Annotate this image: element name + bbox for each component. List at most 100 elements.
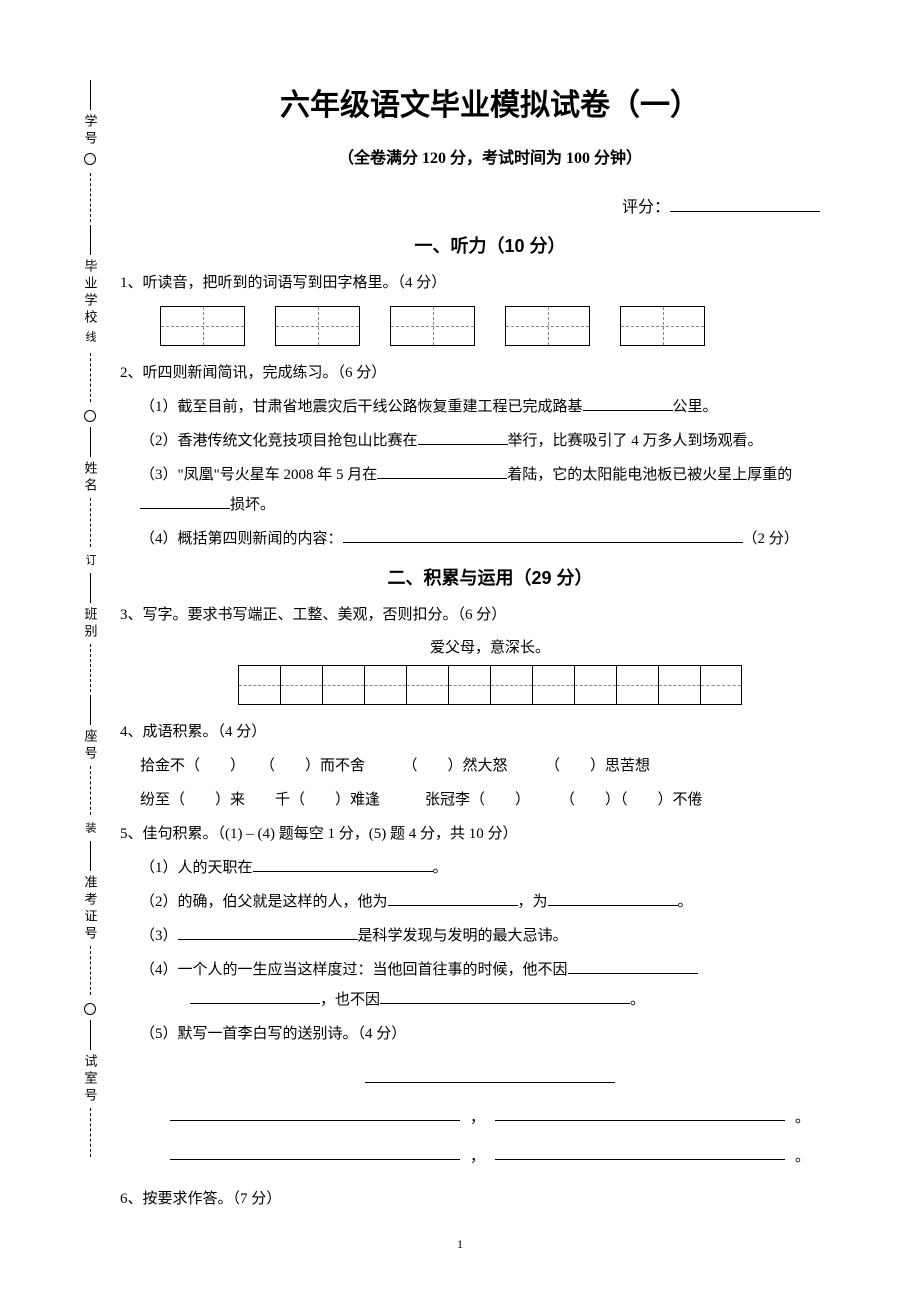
blank-input[interactable]: [583, 396, 673, 411]
q3-grid: [238, 665, 742, 705]
blank-input[interactable]: [418, 430, 508, 445]
sidebar-label-name: 姓名: [81, 461, 100, 495]
dash-line: [90, 173, 91, 222]
blank-input[interactable]: [170, 1106, 460, 1121]
grid-cell[interactable]: [658, 665, 700, 705]
q4: 4、成语积累。（4 分）: [120, 717, 860, 747]
q2-1-text-a: （1）截至目前，甘肃省地震灾后干线公路恢复重建工程已完成路基: [140, 399, 583, 415]
section2-header: 二、积累与运用（29 分）: [120, 564, 860, 590]
q2-3-text-a: （3）"凤凰"号火星车 2008 年 5 月在: [140, 467, 377, 483]
q2-4-text-b: （2 分）: [743, 531, 799, 547]
q2-2-text-b: 举行，比赛吸引了 4 万多人到场观看。: [508, 433, 763, 449]
grid-cell[interactable]: [406, 665, 448, 705]
q2-3: （3）"凤凰"号火星车 2008 年 5 月在 着陆，它的太阳能电池板已被火星上厚…: [120, 460, 860, 520]
q5-1-b: 。: [433, 860, 448, 876]
sidebar-label-student-id: 学号: [81, 114, 100, 148]
q5-2-c: 。: [678, 894, 693, 910]
sidebar-marker-zhuang: 装: [82, 822, 98, 837]
blank-input[interactable]: [178, 925, 358, 940]
q5-3: （3） 是科学发现与发明的最大忌讳。: [120, 921, 860, 951]
blank-input[interactable]: [495, 1106, 785, 1121]
circle-marker: [84, 410, 96, 422]
grid-cell[interactable]: [364, 665, 406, 705]
grid-cell[interactable]: [280, 665, 322, 705]
grid-cell[interactable]: [532, 665, 574, 705]
sidebar-blank: [90, 225, 91, 255]
q2-2: （2）香港传统文化竞技项目抢包山比赛在 举行，比赛吸引了 4 万多人到场观看。: [120, 426, 860, 456]
sidebar-label-school: 毕业学校: [81, 259, 100, 327]
q5-1-a: （1）人的天职在: [140, 860, 253, 876]
q1-grid-boxes: [160, 306, 860, 346]
blank-input[interactable]: [253, 857, 433, 872]
q2-3-text-b: 着陆，它的太阳能电池板已被火星上厚重的: [507, 467, 792, 483]
q2-4-text-a: （4）概括第四则新闻的内容：: [140, 531, 343, 547]
q5-4: （4）一个人的一生应当这样度过：当他回首往事的时候，他不因 ，也不因 。: [120, 955, 860, 1015]
q5-4-c: 。: [630, 992, 645, 1008]
q5-2-b: ，为: [518, 894, 548, 910]
grid-cell[interactable]: [238, 665, 280, 705]
sidebar-label-exam-id: 准考证号: [81, 875, 100, 943]
blank-input[interactable]: [377, 464, 507, 479]
grid-box[interactable]: [275, 306, 360, 346]
q2-2-text-a: （2）香港传统文化竞技项目抢包山比赛在: [140, 433, 418, 449]
dash-line: [90, 644, 91, 693]
q5-2-a: （2）的确，伯父就是这样的人，他为: [140, 894, 388, 910]
blank-input[interactable]: [495, 1145, 785, 1160]
blank-input[interactable]: [140, 494, 230, 509]
q5-3-a: （3）: [140, 928, 178, 944]
q5-2: （2）的确，伯父就是这样的人，他为 ，为 。: [120, 887, 860, 917]
blank-input[interactable]: [170, 1145, 460, 1160]
sidebar-blank: [90, 1020, 91, 1050]
blank-input[interactable]: [388, 891, 518, 906]
grid-cell[interactable]: [322, 665, 364, 705]
blank-input[interactable]: [568, 959, 698, 974]
score-label: 评分：: [622, 199, 670, 216]
q4-line1: 拾金不（ ） （ ）而不舍 （ ）然大怒 （ ）思苦想: [120, 751, 860, 781]
sidebar-blank: [90, 841, 91, 871]
page-number: 1: [457, 1237, 463, 1252]
score-blank[interactable]: [670, 196, 820, 212]
blank-input[interactable]: [548, 891, 678, 906]
sidebar-blank: [90, 573, 91, 603]
period: 。: [795, 1145, 810, 1166]
comma: ，: [470, 1145, 485, 1166]
sidebar-blank: [90, 695, 91, 725]
blank-input[interactable]: [380, 989, 630, 1004]
grid-cell[interactable]: [616, 665, 658, 705]
blank-input[interactable]: [343, 528, 743, 543]
q2: 2、听四则新闻简讯，完成练习。（6 分）: [120, 358, 860, 388]
grid-cell[interactable]: [448, 665, 490, 705]
q3: 3、写字。要求书写端正、工整、美观，否则扣分。（6 分）: [120, 600, 860, 630]
grid-box[interactable]: [620, 306, 705, 346]
score-line: 评分：: [120, 193, 860, 217]
q5-4-a: （4）一个人的一生应当这样度过：当他回首往事的时候，他不因: [140, 962, 568, 978]
sidebar-label-class: 班别: [81, 607, 100, 641]
q2-1: （1）截至目前，甘肃省地震灾后干线公路恢复重建工程已完成路基公里。: [120, 392, 860, 422]
q4-line2: 纷至（ ）来 千（ ）难逢 张冠李（ ） （ ）（ ）不倦: [120, 785, 860, 815]
q5-1: （1）人的天职在 。: [120, 853, 860, 883]
q5-3-b: 是科学发现与发明的最大忌讳。: [358, 928, 568, 944]
poem-line-1: ，。: [120, 1106, 860, 1127]
circle-marker: [84, 1003, 96, 1015]
exam-sidebar: 学号 毕业学校 线 姓名 订 班别 座号 装 准考证号 试室号: [75, 80, 105, 1160]
poem-title-line: [120, 1067, 860, 1088]
comma: ，: [470, 1106, 485, 1127]
dash-line: [90, 946, 91, 995]
grid-box[interactable]: [160, 306, 245, 346]
dash-line: [90, 353, 91, 402]
grid-box[interactable]: [505, 306, 590, 346]
grid-box[interactable]: [390, 306, 475, 346]
grid-cell[interactable]: [700, 665, 742, 705]
q5-4-b: ，也不因: [320, 992, 380, 1008]
grid-cell[interactable]: [490, 665, 532, 705]
section1-header: 一、听力（10 分）: [120, 232, 860, 258]
dash-line: [90, 498, 91, 547]
sidebar-label-seat: 座号: [81, 729, 100, 763]
sidebar-marker-ding: 订: [82, 554, 98, 569]
q6: 6、按要求作答。（7 分）: [120, 1184, 860, 1214]
blank-input[interactable]: [365, 1067, 615, 1083]
grid-cell[interactable]: [574, 665, 616, 705]
blank-input[interactable]: [190, 989, 320, 1004]
sidebar-marker-xian: 线: [82, 331, 98, 346]
exam-subtitle: （全卷满分 120 分，考试时间为 100 分钟）: [120, 144, 860, 168]
